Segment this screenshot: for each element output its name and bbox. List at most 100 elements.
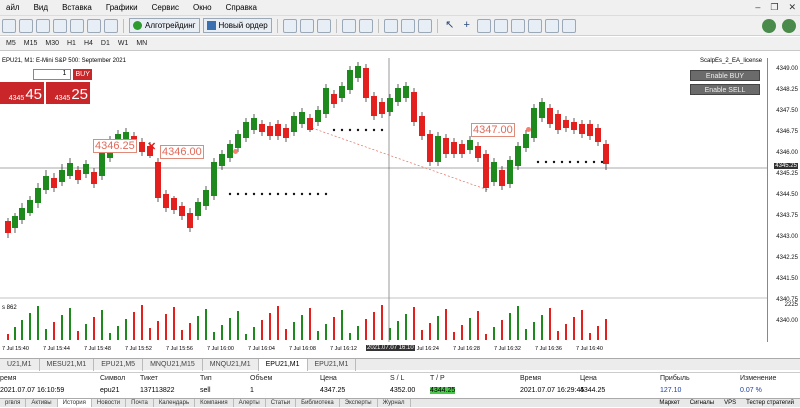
account-icon[interactable]	[762, 19, 776, 33]
column-header[interactable]: Изменение	[740, 375, 777, 382]
tf-h1[interactable]: H1	[66, 40, 76, 47]
channel-icon[interactable]	[527, 18, 542, 33]
enable-sell-button[interactable]: Enable SELL	[690, 84, 760, 95]
status-link-vps[interactable]: VPS	[724, 400, 737, 406]
column-header[interactable]: T / P	[430, 375, 445, 382]
tf-m30[interactable]: M30	[45, 40, 59, 47]
enable-buy-button[interactable]: Enable BUY	[690, 70, 760, 81]
dots-group	[228, 128, 604, 196]
column-header[interactable]: S / L	[390, 375, 405, 382]
navigator-icon[interactable]	[70, 18, 84, 33]
zoom-out-icon[interactable]	[358, 18, 373, 33]
terminal-tab[interactable]: Библиотека	[296, 399, 340, 407]
market-watch-icon[interactable]	[36, 18, 50, 33]
menu-tools[interactable]: Сервис	[151, 3, 180, 12]
terminal-tab[interactable]: Активы	[26, 399, 58, 407]
column-header[interactable]: Цена	[320, 375, 337, 382]
column-header[interactable]: Время	[520, 375, 542, 382]
menu-charts[interactable]: Графики	[105, 3, 138, 12]
zoom-in-icon[interactable]	[341, 18, 356, 33]
chart-tab[interactable]: MESU21,M1	[40, 358, 95, 371]
terminal-icon[interactable]	[87, 18, 101, 33]
status-link-tester[interactable]: Тестер стратегий	[746, 400, 794, 406]
price-chart[interactable]	[0, 58, 767, 342]
price-tag-mid[interactable]: 4346.00	[160, 145, 204, 159]
new-order-button[interactable]: Новый ордер	[202, 18, 272, 33]
menu-help[interactable]: Справка	[225, 3, 258, 12]
algo-trading-button[interactable]: Алготрейдинг	[129, 18, 200, 33]
indicator-dot	[260, 192, 264, 196]
column-header[interactable]: Объем	[250, 375, 273, 382]
sell-price-button[interactable]: 4345 45	[0, 82, 44, 104]
tile-windows-icon[interactable]	[383, 18, 398, 33]
chart-tab[interactable]: EPU21,M1	[308, 358, 357, 371]
volume-spinner[interactable]: 1	[32, 69, 72, 80]
menu-file[interactable]: айл	[6, 3, 20, 12]
price-tag-left[interactable]: 4346.25	[93, 139, 137, 153]
signal-icon[interactable]	[782, 19, 796, 33]
volume-bar	[573, 317, 575, 340]
tf-mn[interactable]: MN	[136, 40, 148, 47]
line-chart-icon[interactable]	[316, 18, 331, 33]
price-tick-label: 4346.75	[776, 129, 798, 135]
minimize-icon[interactable]: –	[755, 2, 761, 12]
chart-tab[interactable]: U21,M1	[0, 358, 40, 371]
buy-header-button[interactable]: BUY	[73, 69, 92, 80]
chart-shift-icon[interactable]	[417, 18, 432, 33]
tf-m5[interactable]: M5	[6, 40, 16, 47]
buy-price-button[interactable]: 4345 25	[46, 82, 90, 104]
crosshair-icon[interactable]: +	[463, 18, 470, 31]
terminal-tab[interactable]: Журнал	[378, 399, 411, 407]
profiles-icon[interactable]	[19, 18, 33, 33]
close-icon[interactable]: ✕	[788, 2, 796, 12]
column-header[interactable]: Цена	[580, 375, 597, 382]
column-header[interactable]: Тип	[200, 375, 212, 382]
close-x-icon[interactable]: ✕	[147, 141, 157, 153]
candle-body	[403, 86, 409, 98]
cursor-icon[interactable]: ↖	[445, 18, 455, 31]
terminal-tab[interactable]: Алерты	[234, 399, 266, 407]
volume-bar	[173, 307, 175, 340]
status-link-signals[interactable]: Сигналы	[689, 400, 715, 406]
status-link-market[interactable]: Маркет	[659, 400, 680, 406]
menu-insert[interactable]: Вставка	[62, 3, 92, 12]
terminal-tab[interactable]: История	[57, 399, 92, 407]
chart-tab[interactable]: MNQU21,M1	[203, 358, 259, 371]
terminal-tab[interactable]: Почта	[126, 399, 154, 407]
volume-bar	[101, 310, 103, 340]
column-header[interactable]: Прибыль	[660, 375, 690, 382]
tf-w1[interactable]: W1	[117, 40, 129, 47]
terminal-tab[interactable]: Компания	[195, 399, 234, 407]
vertical-line-icon[interactable]	[476, 18, 491, 33]
tf-d1[interactable]: D1	[100, 40, 110, 47]
terminal-tab[interactable]: Календарь	[154, 399, 196, 407]
tester-icon[interactable]	[104, 18, 118, 33]
terminal-tab[interactable]: Статьи	[266, 399, 297, 407]
column-header[interactable]: Тикет	[140, 375, 158, 382]
tf-h4[interactable]: H4	[83, 40, 93, 47]
terminal-tab[interactable]: Новости	[92, 399, 127, 407]
arrows-icon[interactable]	[561, 18, 576, 33]
candles-icon[interactable]	[299, 18, 314, 33]
auto-scroll-icon[interactable]	[400, 18, 415, 33]
horizontal-line-icon[interactable]	[493, 18, 508, 33]
time-tick-label: 7 Jul 16:08	[289, 346, 316, 352]
bar-chart-icon[interactable]	[282, 18, 297, 33]
text-tool-icon[interactable]	[544, 18, 559, 33]
tf-m15[interactable]: M15	[23, 40, 38, 47]
chart-tab[interactable]: MNQU21,M15	[143, 358, 203, 371]
menu-window[interactable]: Окно	[193, 3, 212, 12]
trendline-icon[interactable]	[510, 18, 525, 33]
restore-icon[interactable]: ❐	[770, 2, 779, 12]
terminal-tab[interactable]: ргвля	[0, 399, 27, 407]
column-header[interactable]: Символ	[100, 375, 126, 382]
table-row[interactable]: 2021.07.07 16:10:59 epu21 137113822 sell 1 43…	[0, 387, 800, 398]
new-chart-icon[interactable]	[2, 18, 16, 33]
menu-view[interactable]: Вид	[33, 3, 49, 12]
price-tag-right[interactable]: 4347.00	[471, 123, 515, 137]
data-window-icon[interactable]	[53, 18, 67, 33]
chart-tab-active[interactable]: EPU21,M1	[258, 358, 308, 371]
terminal-tab[interactable]: Эксперты	[340, 399, 378, 407]
column-header[interactable]: ремя	[0, 375, 17, 382]
chart-tab[interactable]: EPU21,M5	[94, 358, 144, 371]
